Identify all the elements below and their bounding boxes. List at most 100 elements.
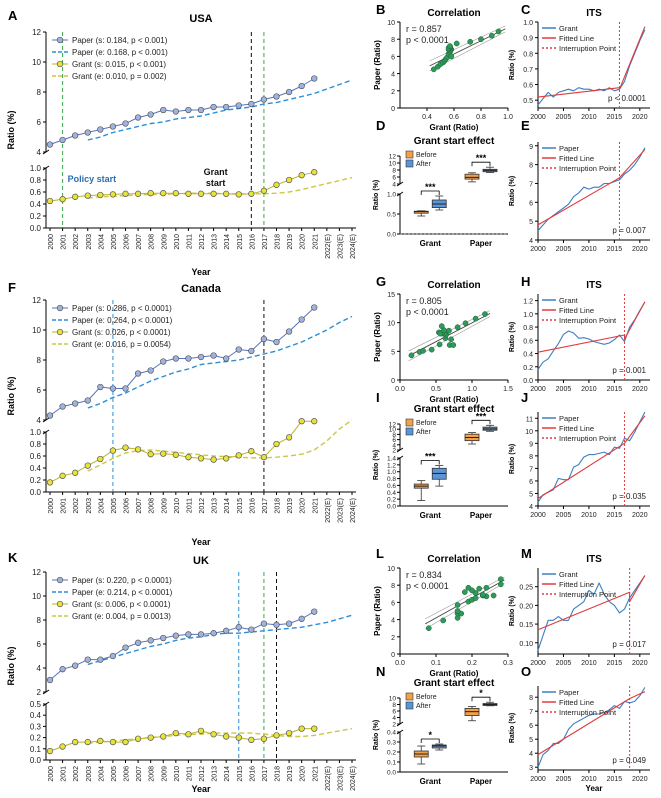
legend-label: Grant (s: 0.026, p < 0.0001) <box>72 328 171 337</box>
y-axis-label: Paper (Ratio) <box>373 312 382 362</box>
paper-point <box>122 644 129 651</box>
paper-point <box>285 620 293 627</box>
paper-point <box>285 328 293 335</box>
panel-letter-k: K <box>8 550 18 565</box>
y-axis-label: Ratio (%) <box>373 180 380 210</box>
grant-point <box>122 738 129 746</box>
paper-point <box>285 88 293 96</box>
x-tick-label: 2022(E) <box>325 234 332 259</box>
scatter-point <box>447 43 453 49</box>
x-tick-label: 2023(E) <box>337 234 344 259</box>
x-tick-label: 2015 <box>607 512 623 519</box>
paper-point <box>134 639 142 646</box>
x-tick-label: 0.0 <box>395 660 405 667</box>
grant-point <box>147 734 154 741</box>
y-tick-label: 4 <box>391 618 395 625</box>
legend-label: Paper (e: 0.214, p < 0.0001) <box>72 588 173 597</box>
significance-bracket <box>471 161 491 167</box>
legend-marker <box>56 600 64 608</box>
grant-point <box>197 190 205 197</box>
y-tick-label: 10 <box>387 566 395 573</box>
scatter-point <box>497 576 504 583</box>
paper-point <box>134 114 142 121</box>
paper-point <box>185 355 192 362</box>
x-tick-label: 2012 <box>199 498 206 514</box>
paper-series-line <box>49 78 315 145</box>
paper-point <box>235 346 242 353</box>
its-fitted-line <box>537 415 646 499</box>
x-tick-label: 2000 <box>530 776 546 783</box>
paper-point <box>109 123 117 130</box>
x-tick-label: 2023(E) <box>337 498 344 523</box>
x-tick-label: 2011 <box>186 498 193 513</box>
grant-point <box>298 418 305 425</box>
x-tick-label: 2005 <box>556 776 572 783</box>
y-tick-label: 5 <box>529 491 533 498</box>
category-label: Grant <box>420 239 442 248</box>
correlation-p: p < 0.0001 <box>406 35 449 45</box>
legend-label: Grant (e: 0.004, p = 0.0013) <box>72 612 171 621</box>
its-fitted-line <box>537 149 646 226</box>
grant-point <box>273 181 280 188</box>
its-fitted-line <box>537 691 646 756</box>
grant-point <box>172 729 179 737</box>
significance-label: * <box>428 730 432 740</box>
x-tick-label: 2018 <box>275 498 282 514</box>
legend-label: Paper (s: 0.286, p < 0.0001) <box>72 304 172 313</box>
y-tick-label: 0.2 <box>30 734 42 743</box>
x-axis-label: Grant (Ratio) <box>430 395 479 404</box>
grant-point <box>260 454 268 461</box>
grant-point <box>134 190 142 197</box>
y-tick-label: 0.0 <box>387 504 396 511</box>
y-tick-label: 6 <box>392 175 396 182</box>
paper-point <box>248 626 255 633</box>
panel-letter-l: L <box>376 546 384 561</box>
panel-letter-m: M <box>521 546 532 561</box>
panel-letter-i: I <box>376 390 380 405</box>
y-axis-label: Ratio (%) <box>509 50 516 80</box>
scatter-point <box>490 592 497 599</box>
grant-point <box>147 451 154 458</box>
scatter-point <box>479 591 486 598</box>
x-axis-label: Grant (Ratio) <box>430 123 479 132</box>
grant-point <box>210 731 217 738</box>
grant-point <box>59 196 66 203</box>
scatter-point <box>438 323 445 329</box>
y-tick-label: 0.3 <box>387 740 396 747</box>
y-tick-label: 4 <box>392 442 396 449</box>
paper-point <box>223 355 230 362</box>
y-tick-label: 1.0 <box>30 164 42 173</box>
y-tick-label: 0.8 <box>523 51 533 58</box>
grant-point <box>311 418 318 425</box>
legend-label: Fitted Line <box>559 34 594 43</box>
x-tick-label: 2001 <box>61 498 68 514</box>
grant-point <box>172 451 179 458</box>
x-tick-label: 2011 <box>186 234 193 249</box>
grant-point <box>223 190 230 197</box>
x-tick-label: 2015 <box>607 246 623 253</box>
correlation-p: p < 0.0001 <box>406 581 449 591</box>
legend-label: After <box>416 429 431 436</box>
y-tick-label: 6 <box>391 54 395 61</box>
scatter-point <box>495 28 502 35</box>
confidence-band <box>425 582 505 630</box>
scatter-point <box>428 346 435 353</box>
y-tick-label: 8 <box>392 432 396 439</box>
y-tick-label: 2 <box>392 722 396 729</box>
grant-point <box>109 447 117 454</box>
x-tick-label: 2003 <box>86 498 93 514</box>
y-tick-label: 0.20 <box>519 603 533 610</box>
paper-point <box>147 111 154 118</box>
legend-label: Interruption Point <box>559 316 617 325</box>
x-tick-label: 2008 <box>149 234 156 250</box>
x-tick-label: 2020 <box>632 512 648 519</box>
y-axis-label: Paper (Ratio) <box>373 586 382 636</box>
scatter-point <box>483 584 490 591</box>
x-tick-label: 2019 <box>287 234 294 250</box>
grant-point <box>197 455 205 462</box>
x-tick-label: 2015 <box>607 776 623 783</box>
legend-label: Paper <box>559 144 580 153</box>
paper-point <box>248 347 255 355</box>
paper-point <box>147 637 154 644</box>
